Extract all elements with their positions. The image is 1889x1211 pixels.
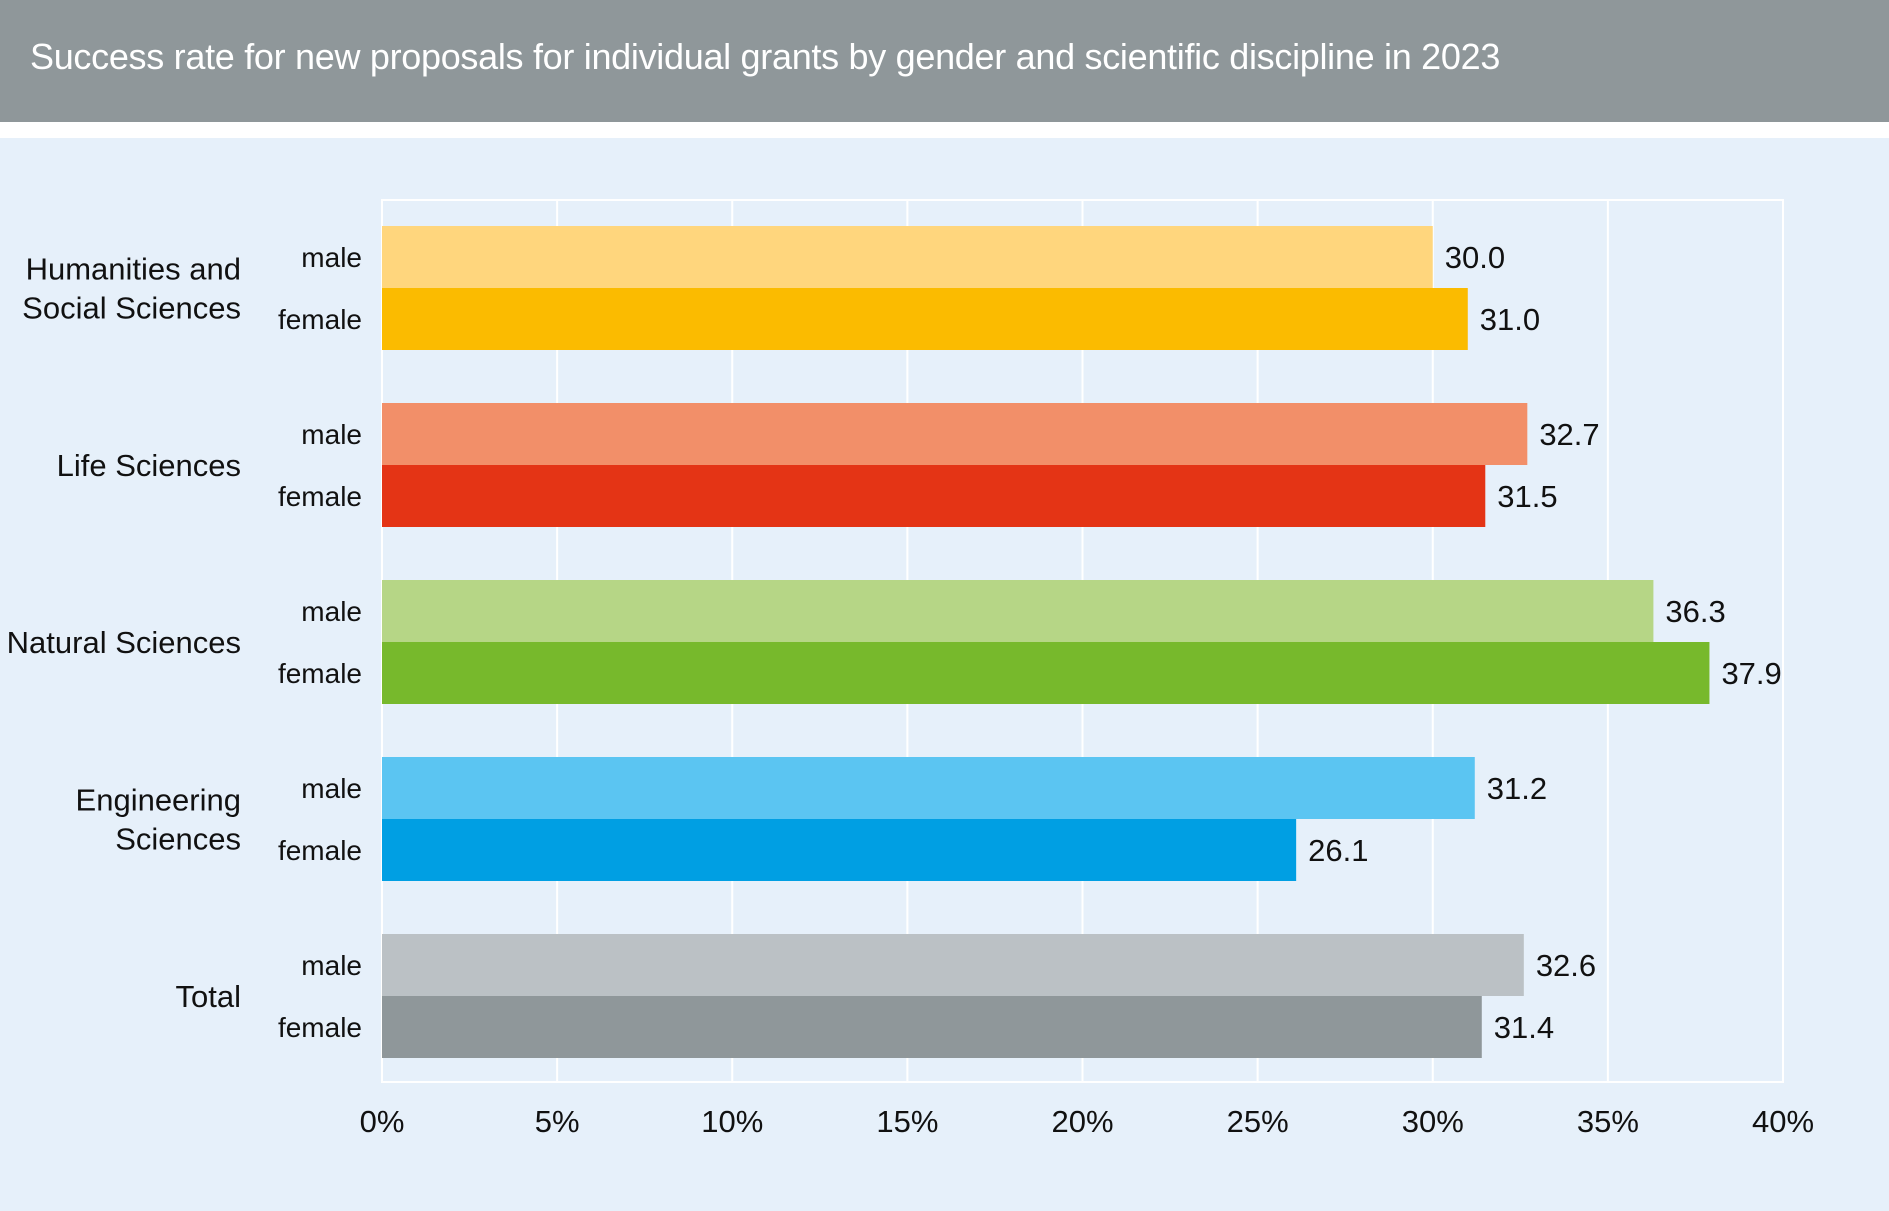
gender-label: female [278, 304, 362, 335]
bar-female [382, 288, 1468, 350]
value-label: 31.2 [1487, 771, 1547, 806]
x-tick-label: 35% [1577, 1104, 1639, 1139]
x-tick-label: 0% [360, 1104, 405, 1139]
gender-label: female [278, 481, 362, 512]
bar-male [382, 403, 1528, 465]
bar-male [382, 580, 1654, 642]
bar-male [382, 934, 1524, 996]
bar-layer [382, 226, 1710, 1058]
gender-label: male [301, 242, 362, 273]
chart-title: Success rate for new proposals for indiv… [30, 36, 1501, 77]
x-tick-label: 40% [1752, 1104, 1814, 1139]
category-label: Life Sciences [57, 448, 241, 483]
x-tick-label: 5% [535, 1104, 580, 1139]
bar-female [382, 465, 1486, 527]
bar-female [382, 819, 1297, 881]
category-label: Sciences [115, 822, 241, 857]
value-label: 30.0 [1445, 240, 1505, 275]
category-label: Total [176, 979, 241, 1014]
gender-label: female [278, 658, 362, 689]
value-label: 32.6 [1536, 948, 1596, 983]
x-tick-label: 20% [1051, 1104, 1113, 1139]
value-label: 31.4 [1494, 1010, 1554, 1045]
category-label: Humanities and [26, 252, 241, 287]
label-layer: 0% 5% 10% 15% 20% 25% 30% 35% 40% 30.0 male 31.0 fem… [7, 240, 1814, 1139]
value-label: 26.1 [1308, 833, 1368, 868]
gender-label: male [301, 950, 362, 981]
gender-label: male [301, 773, 362, 804]
gender-label: male [301, 419, 362, 450]
value-label: 36.3 [1665, 594, 1725, 629]
value-label: 31.0 [1480, 302, 1540, 337]
value-label: 37.9 [1721, 656, 1781, 691]
bar-female [382, 996, 1482, 1058]
category-label: Social Sciences [22, 291, 241, 326]
value-label: 32.7 [1539, 417, 1599, 452]
chart-header: Success rate for new proposals for indiv… [0, 0, 1889, 122]
gender-label: male [301, 596, 362, 627]
x-tick-label: 30% [1402, 1104, 1464, 1139]
value-label: 31.5 [1497, 479, 1557, 514]
x-tick-label: 15% [876, 1104, 938, 1139]
gender-label: female [278, 1012, 362, 1043]
x-tick-label: 25% [1227, 1104, 1289, 1139]
bar-male [382, 226, 1433, 288]
gender-label: female [278, 835, 362, 866]
category-label: Natural Sciences [7, 625, 241, 660]
category-label: Engineering [76, 783, 241, 818]
bar-male [382, 757, 1475, 819]
x-tick-label: 10% [701, 1104, 763, 1139]
bar-female [382, 642, 1710, 704]
